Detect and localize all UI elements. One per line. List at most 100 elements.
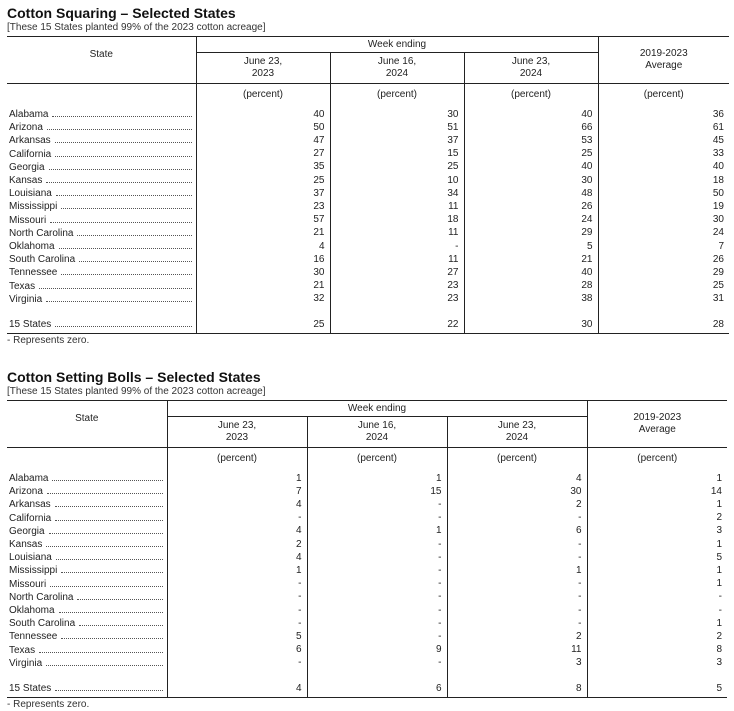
- table-row: Virginia 32 23 38 31: [7, 292, 729, 307]
- state-cell: North Carolina: [7, 591, 167, 604]
- value-cell: 5: [586, 682, 727, 698]
- value-cell: 15: [329, 147, 464, 161]
- state-name: Mississippi: [7, 564, 167, 577]
- dot-leader: [46, 293, 192, 302]
- value-cell: -: [446, 511, 587, 525]
- footnote: - Represents zero.: [7, 335, 90, 347]
- value-cell: 23: [195, 200, 330, 214]
- state-label: North Carolina: [9, 227, 74, 239]
- state-name: Louisiana: [7, 187, 196, 200]
- table-row: Georgia 35 25 40 40: [7, 160, 729, 175]
- state-label: Arkansas: [9, 499, 51, 511]
- value-cell: -: [306, 551, 447, 565]
- value-cell: 57: [195, 213, 330, 227]
- state-name: Missouri: [7, 214, 196, 227]
- state-name: Arizona: [7, 121, 196, 134]
- table-row: South Carolina - - -1: [7, 617, 727, 631]
- dot-leader: [55, 187, 192, 197]
- value-cell: 18: [329, 213, 464, 227]
- table-row: South Carolina 16 11 21 26: [7, 253, 729, 267]
- value-cell: 15: [306, 485, 447, 499]
- header-row: State Week ending 2019-2023 Average: [7, 36, 729, 84]
- value-cell: 1: [586, 498, 727, 512]
- value-cell: 45: [597, 134, 729, 148]
- blank-cell: [195, 306, 330, 319]
- table-row: North Carolina - - - -: [7, 590, 727, 605]
- value-cell: -: [446, 590, 587, 605]
- table-row: Virginia - -3 3: [7, 656, 727, 671]
- value-cell: 6: [306, 682, 447, 698]
- state-cell: Mississippi: [7, 200, 196, 213]
- state-name: Tennessee: [7, 630, 167, 643]
- dot-leader: [52, 108, 192, 117]
- state-label: South Carolina: [9, 618, 76, 630]
- state-name: Oklahoma: [7, 604, 167, 617]
- value-cell: 2: [586, 630, 727, 644]
- dot-leader: [61, 630, 163, 640]
- total-row: 15 States 25 22 30 28: [7, 318, 729, 334]
- value-cell: 30: [329, 108, 464, 122]
- value-cell: 7: [166, 485, 307, 499]
- value-cell: 2: [446, 630, 587, 644]
- blank-cell: [7, 670, 167, 682]
- value-cell: 8: [586, 643, 727, 657]
- dot-leader: [55, 682, 163, 692]
- value-cell: 24: [463, 213, 598, 227]
- value-cell: -: [306, 617, 447, 631]
- state-name: Georgia: [7, 161, 196, 174]
- state-cell: Virginia: [7, 293, 196, 306]
- dot-leader: [61, 200, 192, 210]
- value-cell: 21: [463, 253, 598, 267]
- dot-leader: [54, 498, 163, 508]
- value-cell: 25: [463, 147, 598, 161]
- value-cell: 7: [597, 240, 729, 254]
- dot-leader: [77, 591, 163, 600]
- state-name: Arkansas: [7, 134, 196, 147]
- value-cell: 24: [597, 226, 729, 241]
- unit-label: (percent): [306, 447, 447, 472]
- dot-leader: [55, 551, 163, 561]
- state-cell: Tennessee: [7, 266, 196, 279]
- value-cell: 1: [306, 524, 447, 539]
- value-cell: -: [306, 630, 447, 644]
- dot-leader: [46, 538, 163, 548]
- state-name: California: [7, 148, 196, 161]
- state-name: 15 States: [7, 682, 167, 695]
- dot-leader: [48, 161, 192, 170]
- dot-leader: [48, 525, 163, 534]
- value-cell: -: [166, 617, 307, 631]
- state-cell: Alabama: [7, 472, 167, 485]
- state-cell: Arkansas: [7, 134, 196, 147]
- state-label: Tennessee: [9, 631, 58, 643]
- value-cell: 21: [195, 226, 330, 241]
- value-cell: 37: [329, 134, 464, 148]
- state-header: State: [7, 400, 167, 448]
- dot-leader: [77, 227, 192, 236]
- value-cell: 18: [597, 174, 729, 188]
- value-cell: 30: [463, 318, 598, 334]
- state-cell: Mississippi: [7, 564, 167, 577]
- state-cell: Louisiana: [7, 187, 196, 200]
- blank-cell: [7, 306, 196, 318]
- state-name: Mississippi: [7, 200, 196, 213]
- state-label: Georgia: [9, 525, 45, 537]
- cotton-squaring-section: Cotton Squaring – Selected States [These…: [7, 5, 729, 347]
- unit-label: (percent): [446, 447, 587, 472]
- state-name: 15 States: [7, 318, 196, 331]
- state-label: Georgia: [9, 161, 45, 173]
- value-cell: 3: [586, 524, 727, 539]
- spacer-row: [7, 306, 729, 319]
- value-cell: 66: [463, 121, 598, 135]
- value-cell: 34: [329, 187, 464, 201]
- value-cell: 4: [446, 472, 587, 486]
- date-column-header: June 23, 2023: [195, 52, 330, 84]
- value-cell: -: [446, 538, 587, 552]
- table-row: Missouri - - -1: [7, 577, 727, 591]
- value-cell: 25: [195, 174, 330, 188]
- state-cell: California: [7, 512, 167, 525]
- state-name: South Carolina: [7, 253, 196, 266]
- state-cell: Texas: [7, 280, 196, 293]
- state-name: Virginia: [7, 657, 167, 670]
- state-label: Tennessee: [9, 267, 58, 279]
- dot-leader: [46, 485, 163, 495]
